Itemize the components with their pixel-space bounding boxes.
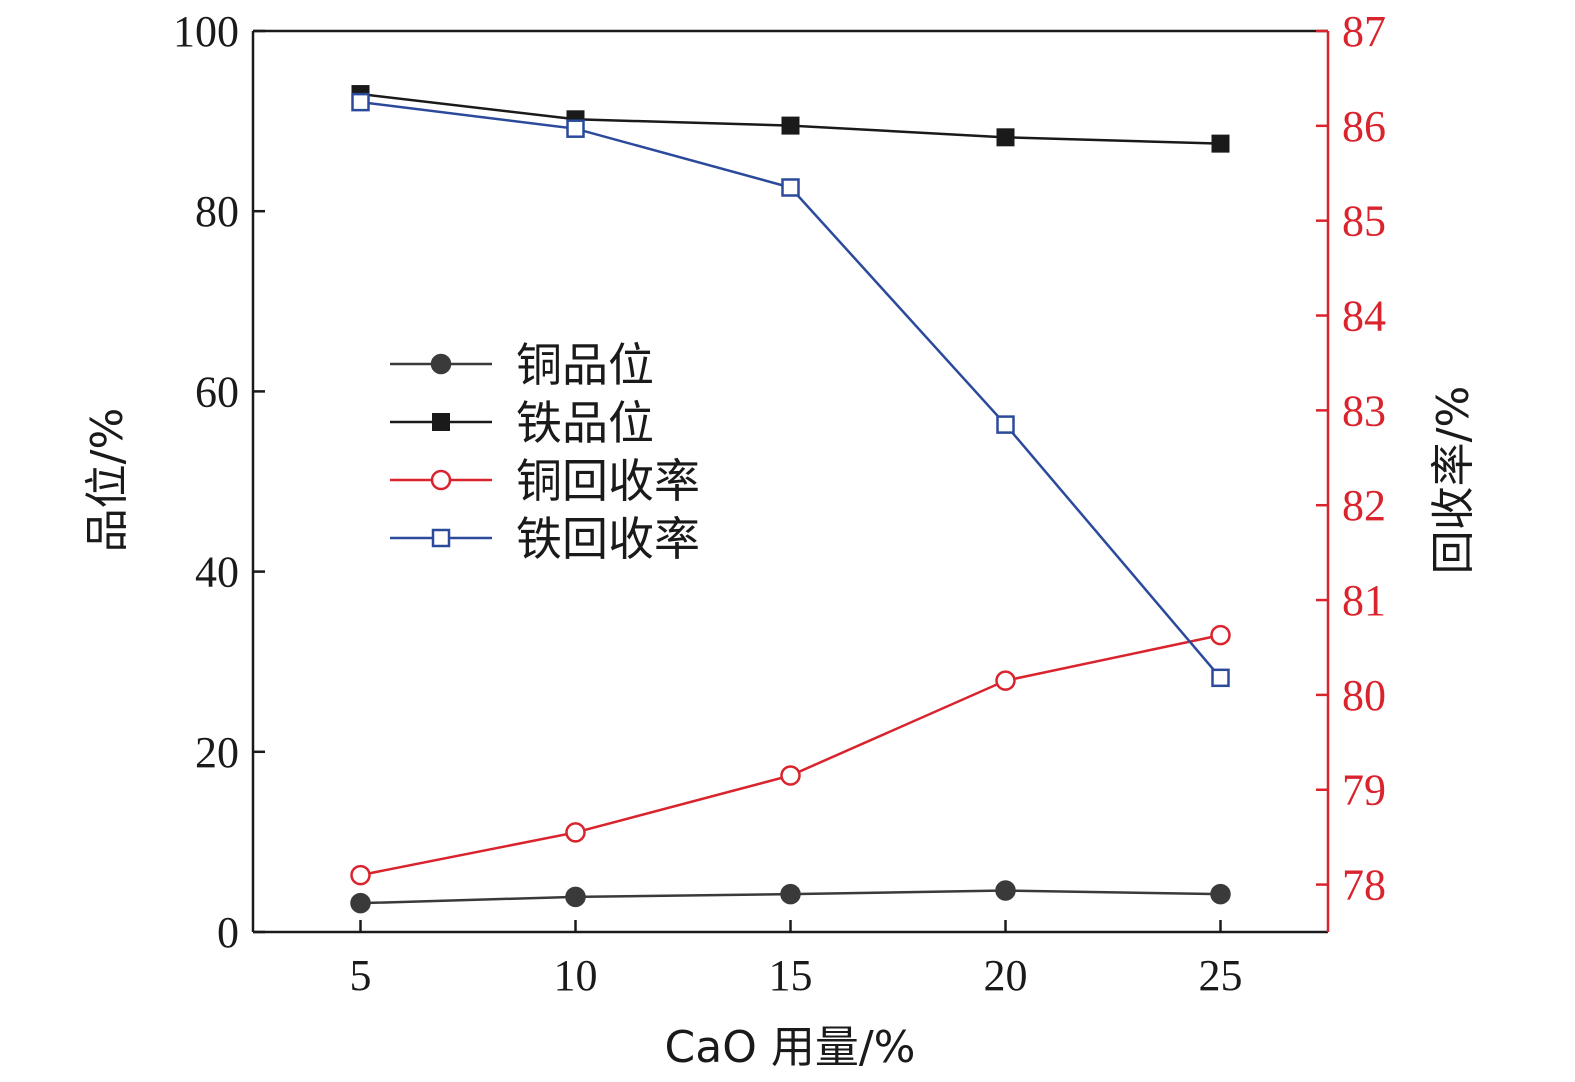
series-1 (351, 85, 1230, 153)
data-point (780, 765, 801, 786)
y-right-tick-label: 81 (1342, 576, 1386, 625)
series-2 (350, 624, 1231, 886)
series-line-2 (360, 633, 1221, 877)
y-right-tick-label: 84 (1342, 292, 1386, 341)
data-point (351, 92, 370, 112)
y-left-tick-label: 80 (195, 187, 239, 236)
series-layer (350, 85, 1231, 914)
data-point (350, 892, 371, 914)
x-tick-label: 10 (554, 951, 598, 1000)
legend-label: 铜回收率 (516, 454, 700, 508)
data-point (566, 119, 585, 138)
legend-marker (431, 528, 451, 548)
legend-marker (430, 353, 452, 375)
data-point (1211, 134, 1230, 153)
y-right-tick-label: 86 (1342, 102, 1386, 151)
data-point (1211, 668, 1230, 688)
legend-entry-3: 铁回收率 (390, 512, 700, 566)
data-point (780, 883, 801, 905)
data-point (1210, 624, 1231, 646)
legend-label: 铜品位 (516, 338, 654, 392)
y-right-tick-label: 80 (1342, 671, 1386, 720)
legend-marker (432, 413, 450, 431)
data-point (995, 670, 1016, 691)
y-right-tick-label: 83 (1342, 386, 1386, 435)
y-right-tick-label: 85 (1342, 197, 1386, 246)
series-3 (351, 92, 1230, 688)
x-axis-title: CaO 用量/% (665, 1022, 916, 1073)
y-right-tick-label: 82 (1342, 481, 1386, 530)
y-right-tick-label: 78 (1342, 861, 1386, 910)
x-tick-label: 25 (1199, 951, 1243, 1000)
data-point (995, 880, 1016, 901)
data-point (781, 178, 800, 197)
y-axis-right-title: 回收率/% (1428, 386, 1479, 575)
y-left-tick-label: 100 (173, 7, 239, 56)
legend-entry-1: 铁品位 (390, 396, 654, 450)
y-left-tick-label: 0 (217, 908, 239, 957)
legend-label: 铁品位 (516, 396, 654, 450)
data-point (996, 128, 1015, 147)
y-right-tick-label: 87 (1342, 7, 1386, 56)
series-0 (350, 880, 1231, 914)
y-axis-left-title: 品位/% (82, 408, 133, 553)
legend-marker (430, 469, 452, 491)
data-point (350, 864, 371, 886)
axes: 5 10 15 20 25 0 20 40 60 80 100 78 79 80 81 82 83 84 85 86 8… (173, 7, 1386, 1000)
data-point (565, 886, 586, 908)
data-point (1210, 883, 1231, 905)
y-left-tick-label: 60 (195, 367, 239, 416)
legend-entry-2: 铜回收率 (390, 454, 700, 508)
data-point (781, 116, 800, 135)
data-point (996, 415, 1015, 434)
y-left-tick-label: 20 (195, 728, 239, 777)
y-right-tick-label: 79 (1342, 766, 1386, 815)
x-tick-label: 15 (769, 951, 813, 1000)
x-tick-label: 20 (984, 951, 1028, 1000)
y-left-tick-label: 40 (195, 548, 239, 597)
data-point (565, 822, 586, 843)
x-tick-label: 5 (350, 951, 372, 1000)
legend-entry-0: 铜品位 (390, 338, 654, 392)
legend-label: 铁回收率 (516, 512, 700, 566)
